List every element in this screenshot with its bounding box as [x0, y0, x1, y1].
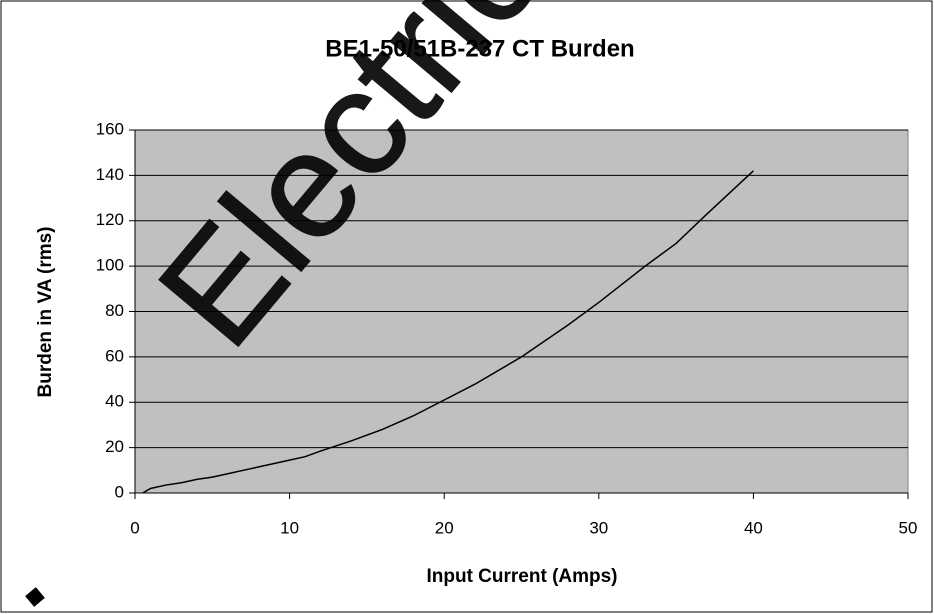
y-tick-label: 100 [96, 256, 124, 275]
y-tick-label: 120 [96, 210, 124, 229]
y-tick-label: 140 [96, 165, 124, 184]
data-line [142, 170, 754, 494]
x-tick-label: 30 [589, 518, 608, 537]
y-tick-label: 160 [96, 119, 124, 138]
watermark-dot [25, 587, 45, 607]
x-tick-label: 50 [899, 518, 918, 537]
y-tick-label: 40 [105, 392, 124, 411]
y-axis-label: Burden in VA (rms) [35, 226, 56, 397]
y-tick-label: 60 [105, 346, 124, 365]
x-tick-label: 0 [130, 518, 139, 537]
x-tick-label: 20 [435, 518, 454, 537]
x-tick-label: 10 [280, 518, 299, 537]
x-axis-label: Input Current (Amps) [426, 566, 617, 587]
chart-title: BE1-50/51B-237 CT Burden [325, 35, 634, 62]
y-tick-label: 80 [105, 301, 124, 320]
x-tick-label: 40 [744, 518, 763, 537]
y-tick-label: 0 [115, 482, 124, 501]
y-tick-label: 20 [105, 437, 124, 456]
plot-area-group: 0 20 40 60 80 100 120 140 160 0 10 20 30 40 50 [96, 119, 918, 537]
